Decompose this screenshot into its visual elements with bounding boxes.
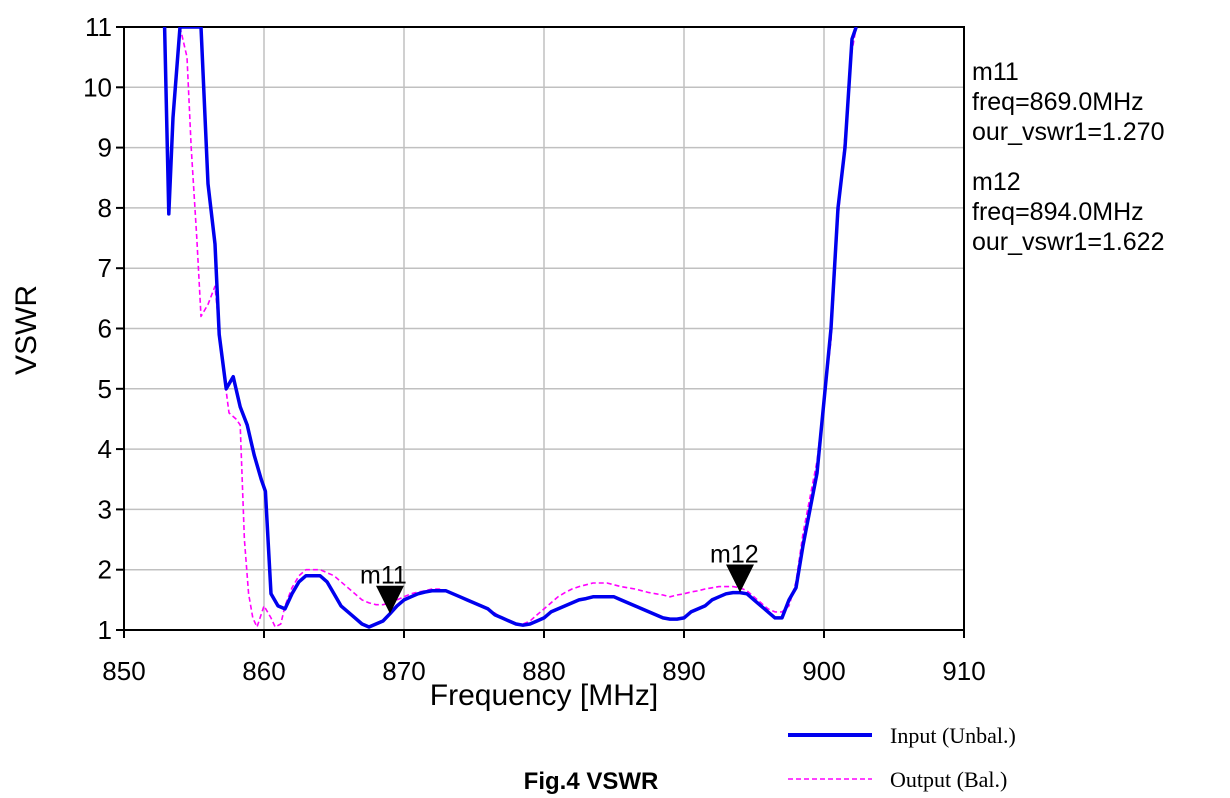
x-tick-label: 900 <box>802 656 845 686</box>
legend-label-input: Input (Unbal.) <box>890 723 1016 748</box>
x-tick-label: 850 <box>102 656 145 686</box>
markers-layer: m11 m12 <box>360 540 759 614</box>
legend: Input (Unbal.) Output (Bal.) <box>788 723 1016 792</box>
y-tick-label: 5 <box>98 374 112 404</box>
x-tick-label: 880 <box>522 656 565 686</box>
marker-m11-readout-line: our_vswr1=1.270 <box>972 118 1164 146</box>
marker-m12-readout-line: freq=894.0MHz <box>972 198 1144 226</box>
y-axis-label: VSWR <box>10 285 43 375</box>
marker-m11-triangle <box>376 585 404 614</box>
y-tick-label: 7 <box>98 253 112 283</box>
y-tick-label: 9 <box>98 133 112 163</box>
figure-caption: Fig.4 VSWR <box>524 768 659 795</box>
marker-m12-readout-line: m12 <box>972 168 1021 196</box>
series-line-output <box>179 27 857 628</box>
y-tick-label: 2 <box>98 555 112 585</box>
x-tick-label: 890 <box>662 656 705 686</box>
y-tick-label: 11 <box>85 12 112 42</box>
series-layer <box>162 27 858 629</box>
y-tick-label: 8 <box>98 193 112 223</box>
marker-m12-label: m12 <box>710 540 759 568</box>
marker-m12-readout-line: our_vswr1=1.622 <box>972 228 1164 256</box>
marker-m11-readout-line: freq=869.0MHz <box>972 88 1144 116</box>
y-tick-label: 6 <box>98 314 112 344</box>
grid <box>124 27 964 630</box>
x-axis-label: Frequency [MHz] <box>430 679 658 712</box>
y-tick-label: 4 <box>98 434 112 464</box>
marker-m11-readout-line: m11 <box>972 58 1019 86</box>
marker-m11-label: m11 <box>360 562 407 590</box>
x-tick-label: 910 <box>942 656 985 686</box>
y-tick-label: 10 <box>83 72 112 102</box>
series-line-input <box>162 27 858 629</box>
x-tick-label: 860 <box>242 656 285 686</box>
marker-m12-triangle <box>726 564 754 593</box>
legend-label-output: Output (Bal.) <box>890 767 1007 792</box>
x-tick-label: 870 <box>382 656 425 686</box>
y-tick-label: 1 <box>98 615 112 645</box>
y-tick-label: 3 <box>98 494 112 524</box>
